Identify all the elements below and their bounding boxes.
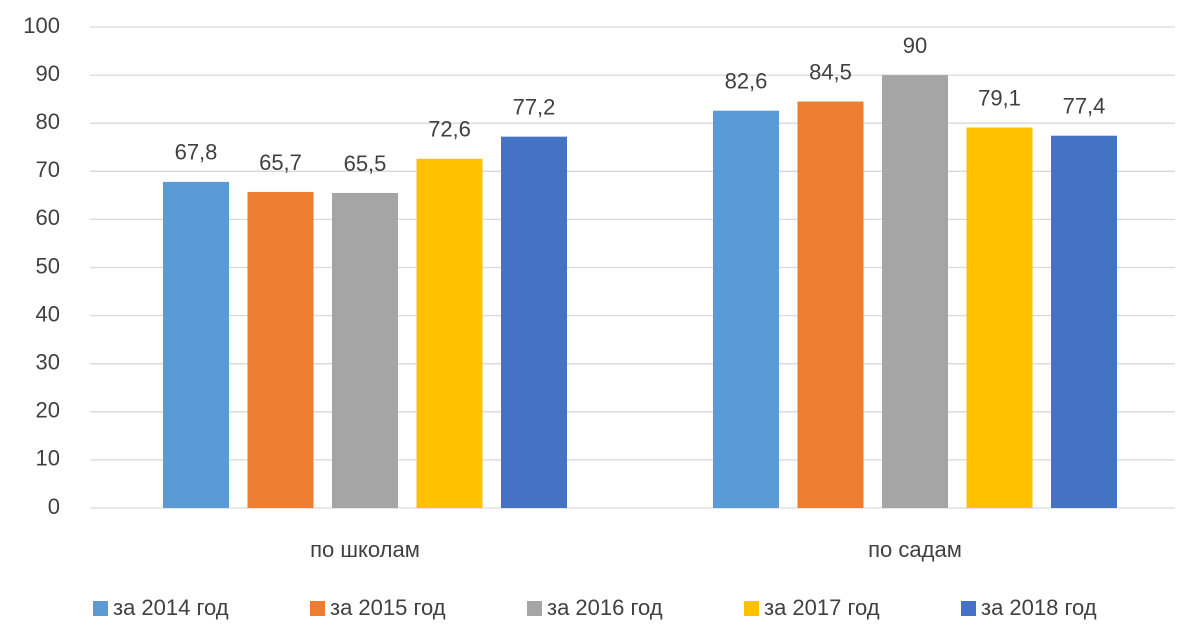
- data-label: 82,6: [725, 69, 768, 94]
- data-label: 67,8: [175, 140, 218, 165]
- bar: [966, 127, 1033, 509]
- y-tick-label: 40: [36, 301, 60, 326]
- data-label: 77,2: [513, 94, 556, 119]
- bar: [332, 192, 398, 508]
- legend-label: за 2016 год: [547, 595, 663, 620]
- y-tick-label: 100: [23, 13, 60, 38]
- data-label: 84,5: [809, 59, 852, 84]
- bar: [797, 101, 864, 509]
- legend-swatch: [744, 601, 759, 616]
- data-label: 72,6: [428, 117, 471, 142]
- legend-label: за 2017 год: [764, 595, 880, 620]
- data-label: 79,1: [978, 85, 1021, 110]
- x-tick-label: по школам: [310, 537, 420, 562]
- bar: [416, 158, 483, 508]
- y-tick-label: 10: [36, 446, 60, 471]
- y-tick-label: 80: [36, 109, 60, 134]
- legend-swatch: [310, 601, 325, 616]
- y-tick-label: 30: [36, 350, 60, 375]
- data-label: 90: [903, 33, 927, 58]
- legend-swatch: [961, 601, 976, 616]
- bar: [713, 110, 779, 508]
- bar: [1051, 135, 1117, 508]
- y-tick-label: 70: [36, 157, 60, 182]
- bar: [882, 75, 948, 508]
- data-label: 65,5: [344, 151, 387, 176]
- x-tick-label: по садам: [868, 537, 962, 562]
- legend-swatch: [93, 601, 108, 616]
- y-tick-label: 90: [36, 61, 60, 86]
- legend-label: за 2018 год: [981, 595, 1097, 620]
- y-tick-label: 60: [36, 205, 60, 230]
- y-tick-label: 0: [48, 494, 60, 519]
- data-label: 65,7: [259, 150, 302, 175]
- legend-swatch: [527, 601, 542, 616]
- legend-label: за 2015 год: [330, 595, 446, 620]
- legend-label: за 2014 год: [113, 595, 229, 620]
- y-tick-label: 20: [36, 398, 60, 423]
- bar: [247, 191, 314, 508]
- data-label: 77,4: [1063, 94, 1106, 119]
- bar: [501, 136, 567, 508]
- y-tick-label: 50: [36, 253, 60, 278]
- bar: [163, 181, 229, 508]
